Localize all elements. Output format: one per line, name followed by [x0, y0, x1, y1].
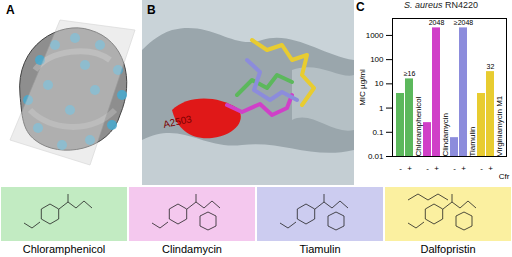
svg-text:Tiamulin: Tiamulin [468, 127, 477, 157]
svg-text:Tiamulin: Tiamulin [299, 243, 340, 255]
svg-text:Clindamycin: Clindamycin [441, 113, 450, 157]
svg-text:100: 100 [370, 55, 384, 64]
svg-text:0.1: 0.1 [372, 128, 384, 137]
svg-text:-: - [399, 164, 402, 173]
svg-text:+: + [407, 164, 412, 173]
svg-text:Cfr: Cfr [499, 172, 510, 181]
svg-text:-: - [480, 164, 483, 173]
svg-text:0.01: 0.01 [368, 152, 384, 161]
html-text:S. aureus RN4220: S. aureus RN4220 [404, 0, 478, 10]
svg-text:A: A [6, 3, 15, 17]
svg-text:≥2048: ≥2048 [454, 19, 474, 26]
svg-text:Chloramphenicol: Chloramphenicol [23, 243, 106, 255]
svg-text:2048: 2048 [429, 19, 445, 26]
svg-text:32: 32 [487, 63, 495, 70]
svg-text:Dalfopristin: Dalfopristin [420, 243, 475, 255]
svg-text:+: + [434, 164, 439, 173]
svg-text:MIC µg/ml: MIC µg/ml [358, 69, 367, 106]
svg-text:Clindamycin: Clindamycin [162, 243, 222, 255]
svg-text:≥16: ≥16 [404, 70, 416, 77]
svg-text:+: + [488, 164, 493, 173]
svg-text:B: B [147, 3, 156, 17]
svg-text:-: - [426, 164, 429, 173]
svg-text:Virginiamycin M1: Virginiamycin M1 [495, 95, 504, 156]
svg-text:+: + [461, 164, 466, 173]
svg-text:A2503: A2503 [162, 113, 193, 130]
svg-text:1: 1 [379, 104, 384, 113]
svg-text:1000: 1000 [366, 31, 384, 40]
svg-text:-: - [453, 164, 456, 173]
svg-text:Chloramphenicol: Chloramphenicol [414, 96, 423, 156]
svg-text:10: 10 [375, 79, 384, 88]
html-text:C: C [356, 0, 365, 14]
